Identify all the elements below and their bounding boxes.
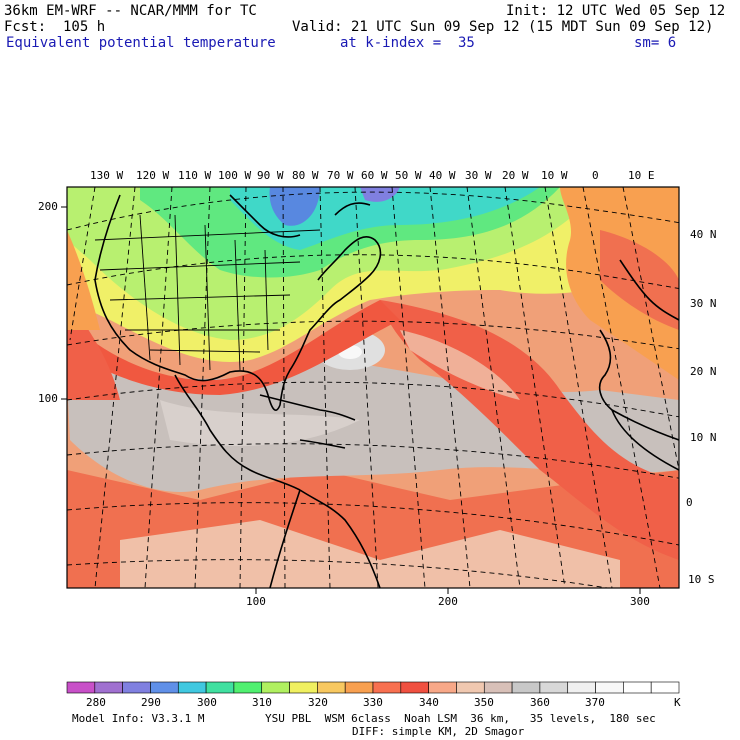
- colorbar-label: 360: [530, 696, 550, 709]
- smoothing: sm= 6: [634, 35, 677, 51]
- colorbar-label: 310: [252, 696, 272, 709]
- colorbar-swatch: [595, 681, 624, 694]
- colorbar-swatch: [456, 681, 485, 694]
- model-title: 36km EM-WRF -- NCAR/MMM for TC: [4, 3, 257, 19]
- colorbar-swatch: [122, 681, 151, 694]
- colorbar-swatch: [400, 681, 429, 694]
- lat-label: 20 N: [690, 365, 717, 378]
- colorbar-swatch: [483, 681, 513, 694]
- colorbar-swatch: [650, 681, 680, 694]
- lon-label: 90 W: [257, 169, 284, 182]
- colorbar-swatch: [205, 681, 235, 694]
- field-name: Equivalent potential temperature: [6, 35, 276, 51]
- colorbar: [66, 681, 680, 694]
- lon-label: 20 W: [502, 169, 529, 182]
- colorbar-unit: K: [674, 696, 681, 709]
- colorbar-swatch: [66, 681, 96, 694]
- grid-x-label: 300: [630, 595, 650, 608]
- colorbar-label: 350: [474, 696, 494, 709]
- lat-label: 10 N: [690, 431, 717, 444]
- frame-ticks: [61, 206, 641, 594]
- grid-x-label: 100: [246, 595, 266, 608]
- lat-label: 40 N: [690, 228, 717, 241]
- graticule: [67, 187, 679, 588]
- model-info: Model Info: V3.3.1 M: [72, 712, 205, 725]
- colorbar-swatch: [539, 681, 569, 694]
- grid-x-label: 200: [438, 595, 458, 608]
- colorbar-swatch: [567, 681, 596, 694]
- theta-e-field: [67, 187, 679, 588]
- colorbar-swatch: [177, 681, 207, 694]
- lon-label: 130 W: [90, 169, 124, 182]
- lon-label: 10 W: [541, 169, 568, 182]
- colorbar-swatch: [233, 681, 263, 694]
- colorbar-swatch: [261, 681, 290, 694]
- init-time: Init: 12 UTC Wed 05 Sep 12: [506, 3, 726, 19]
- lon-label: 10 E: [628, 169, 655, 182]
- grid-y-label: 100: [38, 392, 58, 405]
- colorbar-swatch: [289, 681, 318, 694]
- physics-line-2: DIFF: simple KM, 2D Smagor: [352, 725, 525, 738]
- lon-label: 120 W: [136, 169, 170, 182]
- colorbar-swatch: [94, 681, 123, 694]
- lon-label: 60 W: [361, 169, 388, 182]
- lon-label: 0: [592, 169, 599, 182]
- lon-label: 40 W: [429, 169, 456, 182]
- lon-label: 110 W: [178, 169, 212, 182]
- colorbar-swatch: [344, 681, 374, 694]
- lon-label: 80 W: [292, 169, 319, 182]
- colorbar-label: 290: [141, 696, 161, 709]
- lat-label: 10 S: [688, 573, 715, 586]
- lon-label: 100 W: [218, 169, 252, 182]
- colorbar-swatch: [150, 681, 179, 694]
- colorbar-swatch: [428, 681, 457, 694]
- colorbar-swatch: [317, 681, 346, 694]
- forecast-hour: Fcst: 105 h: [4, 19, 106, 35]
- lat-label: 0: [686, 496, 693, 509]
- coastlines: [94, 194, 679, 588]
- colorbar-swatch: [511, 681, 541, 694]
- lat-label: 30 N: [690, 297, 717, 310]
- political-borders: [94, 214, 321, 371]
- lon-label: 30 W: [465, 169, 492, 182]
- valid-time: Valid: 21 UTC Sun 09 Sep 12 (15 MDT Sun …: [292, 19, 714, 35]
- colorbar-label: 280: [86, 696, 106, 709]
- colorbar-label: 340: [419, 696, 439, 709]
- grid-y-label: 200: [38, 200, 58, 213]
- physics-line-1: YSU PBL WSM 6class Noah LSM 36 km, 35 le…: [265, 712, 656, 725]
- colorbar-label: 320: [308, 696, 328, 709]
- colorbar-label: 330: [363, 696, 383, 709]
- map-frame: [66, 186, 680, 589]
- colorbar-label: 370: [585, 696, 605, 709]
- colorbar-swatch: [623, 681, 652, 694]
- colorbar-swatch: [372, 681, 402, 694]
- k-index: at k-index = 35: [340, 35, 475, 51]
- lon-label: 50 W: [395, 169, 422, 182]
- colorbar-label: 300: [197, 696, 217, 709]
- lon-label: 70 W: [327, 169, 354, 182]
